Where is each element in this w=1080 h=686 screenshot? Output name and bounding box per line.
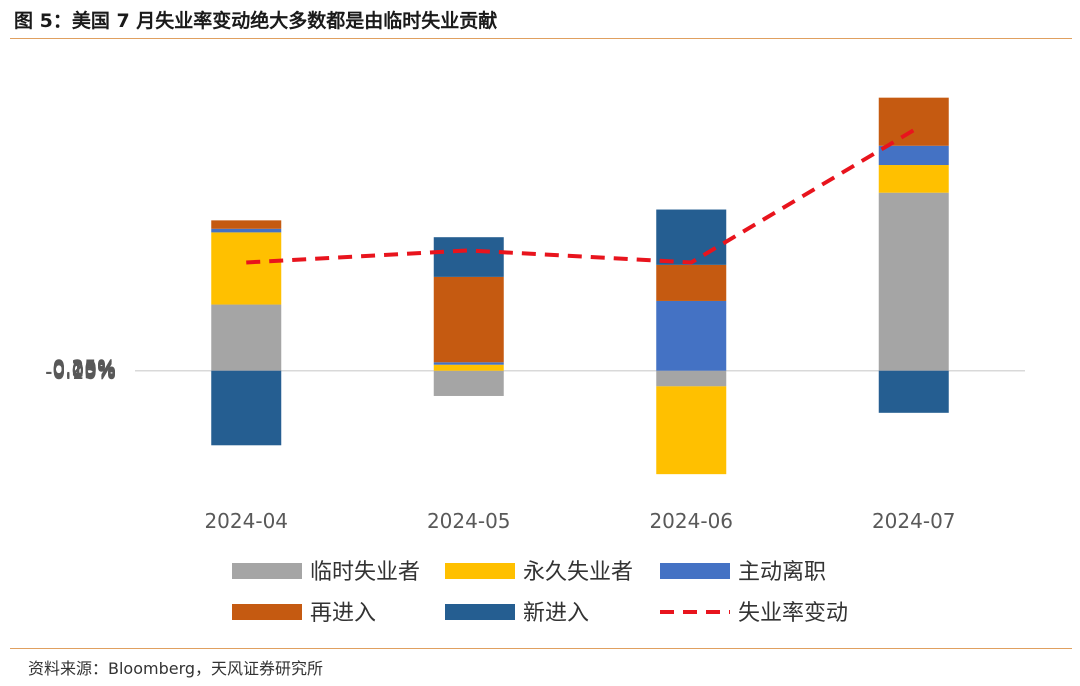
- unemployment-change-line: [246, 128, 915, 265]
- x-tick-label: 2024-06: [649, 509, 733, 533]
- stacked-bar-chart: 0.25%0.20%0.15%0.10%0.05%0.00%-0.05%-0.1…: [45, 97, 1025, 626]
- y-tick-label: 0.20%: [52, 356, 116, 380]
- bar-segment: [433, 362, 504, 365]
- x-tick-label: 2024-05: [427, 509, 511, 533]
- legend-label: 失业率变动: [738, 601, 848, 626]
- figure-title: 图 5：美国 7 月失业率变动绝大多数都是由临时失业贡献: [14, 10, 498, 32]
- legend-label: 永久失业者: [523, 560, 633, 585]
- legend-label: 新进入: [523, 601, 589, 626]
- bar-segment: [433, 370, 504, 396]
- y-tick-label: -0.10%: [45, 360, 116, 384]
- y-tick-label: 0.25%: [52, 356, 116, 380]
- legend-swatch: [232, 563, 302, 579]
- source-divider: [10, 648, 1072, 649]
- y-tick-label: 0.15%: [52, 357, 116, 381]
- bar-segment: [878, 165, 949, 193]
- bar-segment: [656, 300, 727, 371]
- legend-label: 临时失业者: [310, 560, 420, 585]
- bar-segment: [656, 209, 727, 265]
- title-divider: [10, 38, 1072, 39]
- bar-segment: [211, 228, 282, 233]
- legend-swatch: [445, 604, 515, 620]
- y-tick-label: 0.10%: [52, 358, 116, 382]
- legend-swatch: [445, 563, 515, 579]
- bar-segment: [656, 370, 727, 387]
- bar-segment: [878, 370, 949, 413]
- bar-segment: [211, 232, 282, 305]
- y-tick-label: 0.00%: [52, 359, 116, 383]
- bar-segment: [656, 386, 727, 475]
- bar-segment: [211, 220, 282, 229]
- source-note: 资料来源：Bloomberg，天风证券研究所: [28, 659, 324, 678]
- bar-segment: [878, 192, 949, 371]
- legend-swatch: [660, 563, 730, 579]
- legend-swatch: [232, 604, 302, 620]
- bar-segment: [878, 97, 949, 146]
- y-tick-label: -0.05%: [45, 359, 116, 383]
- bar-segment: [211, 370, 282, 446]
- legend-label: 主动离职: [738, 560, 826, 585]
- legend-label: 再进入: [310, 601, 376, 626]
- bar-segment: [656, 264, 727, 301]
- y-tick-label: 0.05%: [52, 358, 116, 382]
- bar-segment: [433, 276, 504, 363]
- x-tick-label: 2024-07: [872, 509, 956, 533]
- bar-segment: [878, 145, 949, 166]
- bar-segment: [433, 364, 504, 371]
- bar-segment: [433, 237, 504, 277]
- x-tick-label: 2024-04: [204, 509, 288, 533]
- bar-segment: [211, 304, 282, 371]
